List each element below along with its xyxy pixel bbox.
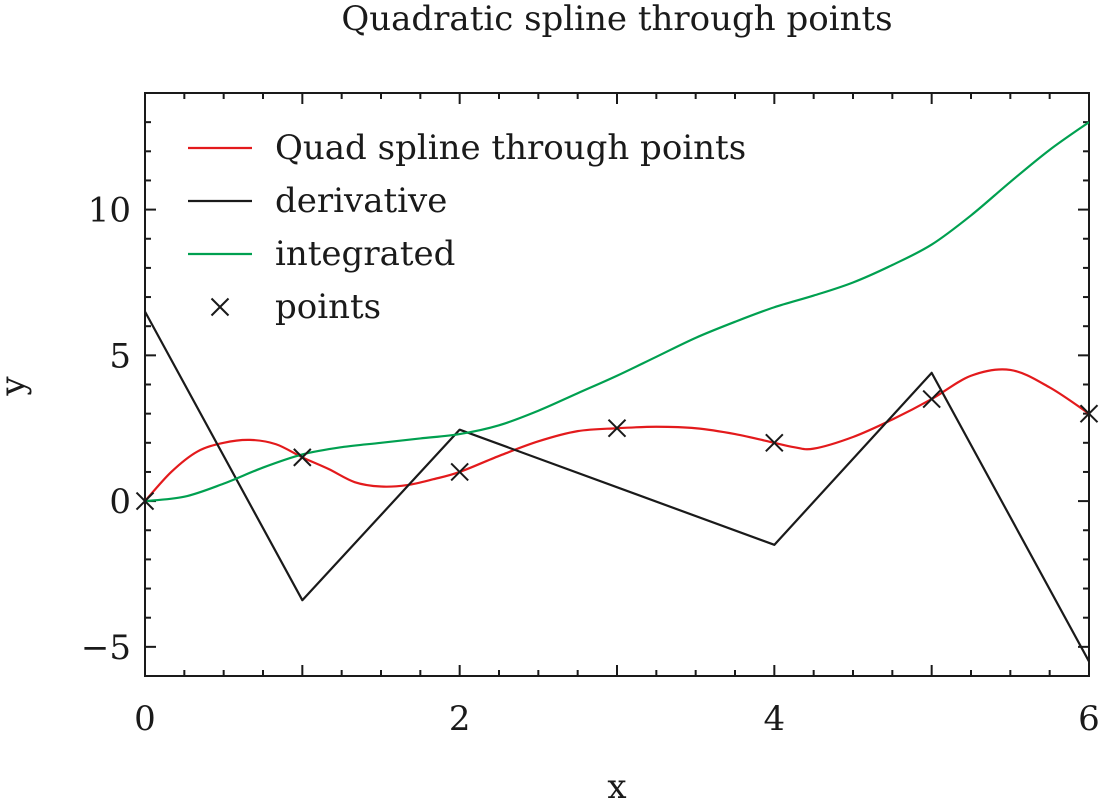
point-marker: [450, 462, 469, 482]
y-tick-label: −5: [81, 628, 131, 668]
legend-label: derivative: [275, 181, 447, 221]
point-marker: [607, 419, 627, 438]
derivative-series-line: [145, 311, 1089, 662]
x-tick-label: 4: [764, 699, 786, 739]
spline-series-line: [145, 368, 1089, 502]
y-tick-label: 5: [109, 336, 131, 376]
points-markers: [135, 389, 1099, 511]
legend-swatch: [210, 297, 230, 317]
legend-item: integrated: [188, 234, 455, 274]
legend-item: Quad spline through points: [188, 128, 746, 168]
legend-label: points: [275, 287, 381, 327]
legend-item: points: [210, 287, 381, 327]
legend: Quad spline through points derivative inte…: [188, 128, 746, 327]
x-axis-label: x: [607, 767, 626, 801]
y-tick-label: 0: [109, 482, 131, 522]
point-marker: [922, 389, 941, 409]
chart-title: Quadratic spline through points: [341, 0, 892, 39]
point-marker: [765, 433, 784, 453]
x-tick-label: 2: [449, 699, 471, 739]
y-tick-label: 10: [88, 191, 131, 231]
legend-label: integrated: [275, 234, 455, 274]
point-marker: [293, 448, 312, 467]
point-marker: [1079, 404, 1099, 423]
point-marker: [135, 491, 155, 511]
legend-item: derivative: [188, 181, 447, 221]
series-layer: [145, 121, 1089, 662]
integrated-series-line: [145, 121, 1089, 503]
y-axis-label: y: [0, 376, 33, 397]
x-tick-label: 6: [1078, 699, 1100, 739]
legend-label: Quad spline through points: [275, 128, 746, 168]
x-tick-label: 0: [134, 699, 156, 739]
